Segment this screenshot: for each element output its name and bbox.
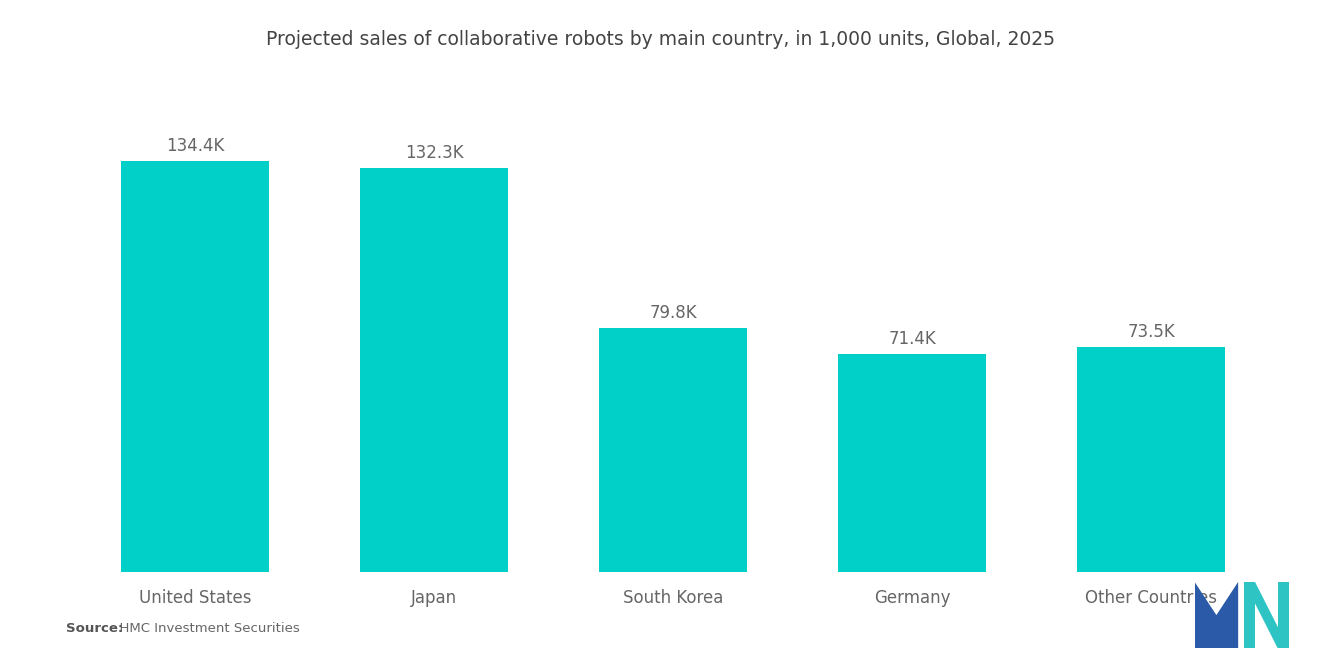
Text: Source:: Source: <box>66 622 123 635</box>
Bar <box>1077 347 1225 572</box>
Text: 71.4K: 71.4K <box>888 330 936 348</box>
Text: 73.5K: 73.5K <box>1127 323 1175 341</box>
Polygon shape <box>1195 582 1238 648</box>
Text: 134.4K: 134.4K <box>166 137 224 155</box>
Text: Projected sales of collaborative robots by main country, in 1,000 units, Global,: Projected sales of collaborative robots … <box>265 30 1055 49</box>
Bar <box>121 162 269 572</box>
Text: HMC Investment Securities: HMC Investment Securities <box>111 622 300 635</box>
Polygon shape <box>1243 582 1255 648</box>
Text: 132.3K: 132.3K <box>405 144 463 162</box>
Bar <box>838 354 986 572</box>
Polygon shape <box>1278 582 1288 648</box>
Bar <box>599 328 747 572</box>
Text: 79.8K: 79.8K <box>649 304 697 322</box>
Polygon shape <box>1243 582 1288 648</box>
Bar <box>360 168 508 572</box>
